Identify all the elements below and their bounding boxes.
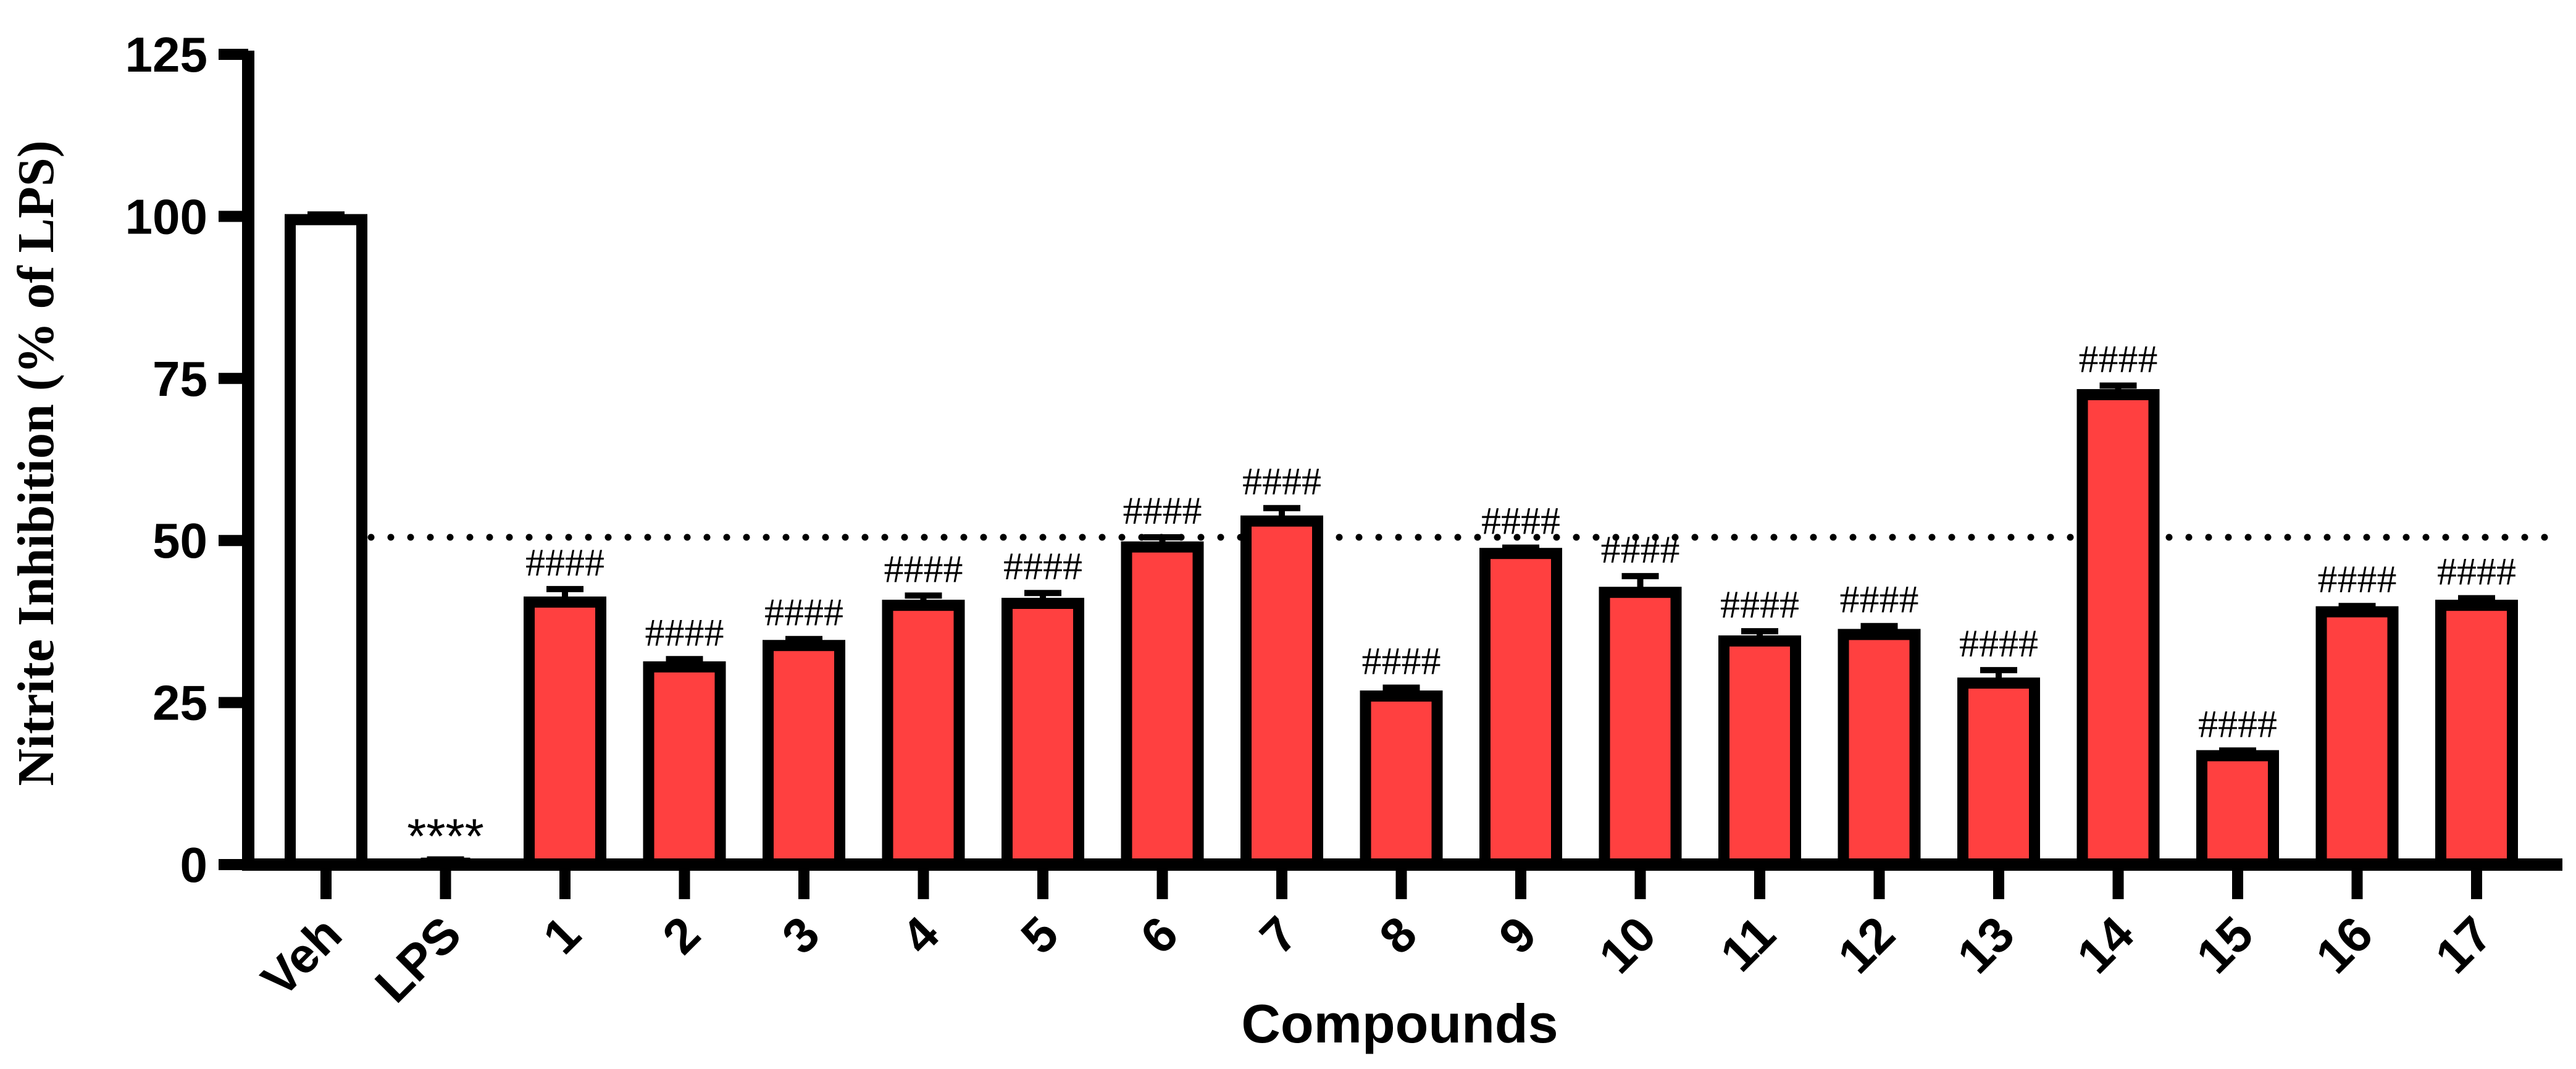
x-tick-label: LPS xyxy=(365,906,472,1013)
bar xyxy=(2076,389,2160,870)
bar-group: #### xyxy=(1957,621,2040,871)
x-tick-label: 15 xyxy=(2186,906,2264,984)
significance-label: #### xyxy=(2437,550,2516,593)
y-tick-label: 125 xyxy=(125,27,207,82)
x-tick-label: 7 xyxy=(1250,906,1308,964)
significance-label: #### xyxy=(2198,702,2277,745)
bars: **** #### #### #### #### #### #### #### #### ####… xyxy=(285,211,2518,871)
significance-label: #### xyxy=(1123,488,1202,532)
significance-label: #### xyxy=(1003,544,1082,588)
bar-group: #### xyxy=(524,540,606,870)
x-tick-label: 6 xyxy=(1130,906,1188,964)
bar xyxy=(1360,690,1443,870)
bar-group: **** xyxy=(407,809,484,865)
bar-group: #### xyxy=(1718,582,1801,870)
bar xyxy=(1957,677,2040,871)
x-axis-title: Compounds xyxy=(1241,993,1558,1054)
x-tick-label: 1 xyxy=(533,906,591,964)
significance-label: #### xyxy=(1362,639,1441,682)
significance-label: #### xyxy=(1481,499,1560,543)
x-tick-label: 2 xyxy=(652,906,710,964)
bar xyxy=(1121,541,1204,870)
significance-label: #### xyxy=(1242,459,1321,503)
x-tick-label: 10 xyxy=(1589,906,1666,984)
bar xyxy=(1240,515,1323,870)
x-tick-label: 13 xyxy=(1947,906,2025,984)
significance-label: #### xyxy=(2079,337,2158,380)
x-axis: Veh LPS 1 2 3 4 5 6 7 8 9 10 11 12 13 14 15 16 17 xyxy=(242,858,2562,1013)
x-tick-label: Veh xyxy=(251,906,352,1007)
bar xyxy=(643,661,726,870)
bar-group: #### xyxy=(1002,544,1084,871)
bar xyxy=(2315,606,2399,870)
significance-label: #### xyxy=(2318,557,2397,601)
significance-label: #### xyxy=(1601,527,1680,571)
y-tick-label: 50 xyxy=(153,513,207,568)
x-tick-label: 16 xyxy=(2306,906,2383,984)
y-tick-label: 0 xyxy=(180,837,208,892)
bar-group xyxy=(285,211,367,871)
bar xyxy=(1718,635,1801,870)
significance-label: #### xyxy=(1720,582,1799,626)
significance-label: **** xyxy=(407,809,484,864)
x-tick-label: 14 xyxy=(2067,906,2144,984)
significance-label: #### xyxy=(1840,577,1919,621)
bar-group: #### xyxy=(1838,577,1921,870)
x-tick-label: 8 xyxy=(1369,906,1427,964)
bar xyxy=(763,640,845,871)
bar-group: #### xyxy=(882,547,965,870)
y-tick-label: 25 xyxy=(153,676,207,731)
bar-group: #### xyxy=(1240,459,1323,870)
bar-group: #### xyxy=(763,590,845,871)
bar-group: #### xyxy=(1360,639,1443,870)
significance-label: #### xyxy=(1959,621,2038,665)
y-axis-title: Nitrite Inhibition (% of LPS) xyxy=(7,140,65,786)
x-tick-label: 5 xyxy=(1011,906,1069,964)
y-tick-label: 100 xyxy=(125,189,207,244)
y-tick-label: 75 xyxy=(153,351,207,406)
x-tick-label: 17 xyxy=(2425,906,2503,984)
bar xyxy=(1838,629,1921,870)
bar-group: #### xyxy=(2076,337,2160,870)
x-tick-label: 9 xyxy=(1489,906,1547,964)
x-tick-label: 12 xyxy=(1828,906,1905,984)
significance-label: #### xyxy=(525,540,604,584)
bar xyxy=(2196,750,2279,871)
significance-label: #### xyxy=(884,547,963,590)
bar-group: #### xyxy=(2196,702,2279,871)
x-tick-label: 4 xyxy=(891,906,950,965)
bar-group: #### xyxy=(1479,499,1562,871)
bar-group: #### xyxy=(2315,557,2399,870)
bar xyxy=(285,214,367,871)
bar-group: #### xyxy=(1121,488,1204,870)
bar xyxy=(1479,548,1562,871)
x-tick-label: 11 xyxy=(1710,906,1786,982)
bar xyxy=(2435,600,2518,870)
y-axis: 0 25 50 75 100 125 xyxy=(125,27,254,892)
bar xyxy=(882,600,965,870)
bar xyxy=(1002,598,1084,871)
bar xyxy=(524,596,606,870)
bar-group: #### xyxy=(1599,527,1682,871)
significance-label: #### xyxy=(645,610,724,654)
significance-label: #### xyxy=(764,590,843,634)
x-tick-label: 3 xyxy=(772,906,830,964)
bar xyxy=(1599,587,1682,871)
bar-group: #### xyxy=(643,610,726,870)
bar-group: #### xyxy=(2435,550,2518,870)
